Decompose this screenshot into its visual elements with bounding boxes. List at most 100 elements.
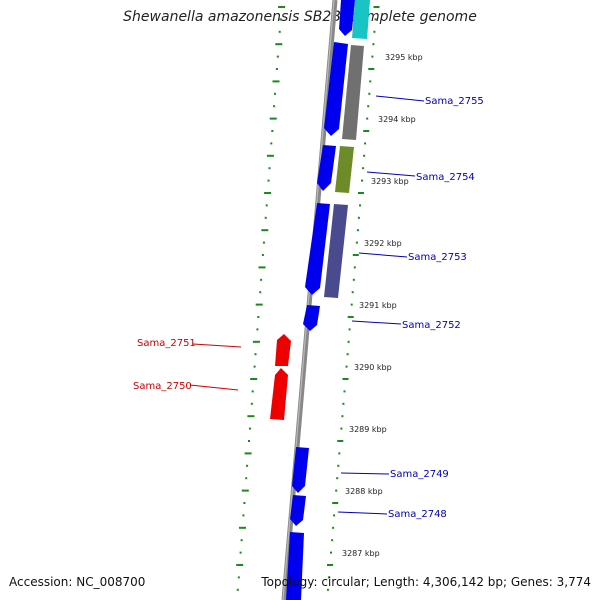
tick-mark [264,192,272,194]
gene-bottom-partial[interactable] [286,532,304,600]
tick-mark [251,390,254,393]
tick-mark [246,464,249,467]
tick-mark [236,564,244,566]
tick-mark [244,452,252,455]
gene-label-sama-2751[interactable]: Sama_2751 [137,338,196,349]
tick-mark [265,204,268,207]
tick-mark [342,402,345,405]
gene-sama-2749[interactable] [292,447,309,493]
tick-mark [256,328,259,331]
tick-mark [367,105,370,108]
tick-mark [359,204,361,207]
tick-mark [274,92,276,95]
gene-label-sama-2752[interactable]: Sama_2752 [402,320,461,331]
map-title: Shewanella amazonensis SB2B, complete ge… [123,9,477,25]
feature-blocks [324,0,370,298]
tick-mark [337,464,340,467]
tick-label: 3287 kbp [342,549,380,558]
tick-mark [341,415,344,418]
gene-label-sama-2748[interactable]: Sama_2748 [388,509,447,520]
gene-label-sama-2750[interactable]: Sama_2750 [133,381,192,392]
tick-mark [361,179,363,182]
tick-mark [374,18,377,21]
tick-label: 3291 kbp [359,301,397,310]
gene-sama-2751[interactable] [275,334,291,366]
tick-mark [258,266,266,269]
inner-tick-ring [326,6,380,591]
feature-gray[interactable] [342,45,364,140]
tick-mark [332,526,335,529]
tick-mark [373,30,376,33]
gene-sama-2755[interactable] [324,42,348,136]
tick-mark [252,340,260,343]
reverse-genes [270,334,291,420]
gene-label-sama-2753[interactable]: Sama_2753 [408,252,467,263]
tick-mark [362,167,365,170]
tick-mark [272,80,280,83]
tick-mark [368,92,371,95]
tick-mark [353,266,356,269]
gene-labels: Sama_2755 Sama_2754 Sama_2753 Sama_2752 … [133,96,484,520]
tick-mark [248,427,251,430]
gene-sama-2750[interactable] [270,368,288,420]
gene-sama-2748[interactable] [290,495,306,526]
tick-mark [266,154,274,157]
tick-mark [337,440,344,442]
tick-mark [340,427,343,430]
tick-mark [369,80,372,83]
tick-mark [348,328,351,331]
tick-mark [332,502,339,504]
label-leaders [189,95,425,515]
feature-olive[interactable] [335,146,354,193]
tick-mark [240,539,243,542]
feature-slate[interactable] [324,204,348,298]
tick-mark [356,229,359,232]
tick-mark [243,502,246,504]
tick-mark [355,241,358,244]
tick-mark [366,117,369,120]
forward-genes [286,0,355,600]
tick-mark [326,588,329,591]
tick-mark [363,130,370,132]
gene-sama-2752[interactable] [303,305,320,331]
gene-label-sama-2754[interactable]: Sama_2754 [416,172,475,183]
tick-mark [275,68,278,70]
tick-mark [343,390,346,393]
gene-top-partial[interactable] [339,0,355,36]
tick-mark [328,576,330,579]
tick-mark [345,365,348,368]
tick-mark [255,303,263,306]
tick-mark [253,365,256,368]
tick-mark [239,526,246,529]
tick-mark [372,43,375,46]
tick-mark [257,316,260,318]
tick-mark [347,340,350,343]
tick-mark [269,117,277,120]
tick-mark [333,514,336,517]
tick-mark [250,378,258,380]
tick-label: 3290 kbp [354,363,392,372]
tick-label: 3294 kbp [378,115,416,124]
tick-mark [268,167,271,170]
tick-mark [352,254,359,256]
genome-backbone-highlight [282,0,335,600]
tick-mark [270,142,273,145]
tick-mark [350,303,353,306]
tick-mark [248,440,250,442]
gene-sama-2754[interactable] [317,145,336,191]
tick-mark [259,291,262,294]
tick-mark [262,241,265,244]
tick-mark [368,68,375,70]
tick-mark [330,551,332,554]
tick-mark [260,278,263,281]
tick-mark [335,489,338,492]
feature-cyan[interactable] [352,0,370,39]
gene-label-sama-2749[interactable]: Sama_2749 [390,469,449,480]
tick-mark [273,105,276,108]
tick-mark [338,452,341,455]
tick-mark [336,477,339,480]
gene-sama-2753[interactable] [305,203,330,295]
tick-mark [267,179,270,182]
gene-label-sama-2755[interactable]: Sama_2755 [425,96,484,107]
tick-mark [347,316,354,318]
